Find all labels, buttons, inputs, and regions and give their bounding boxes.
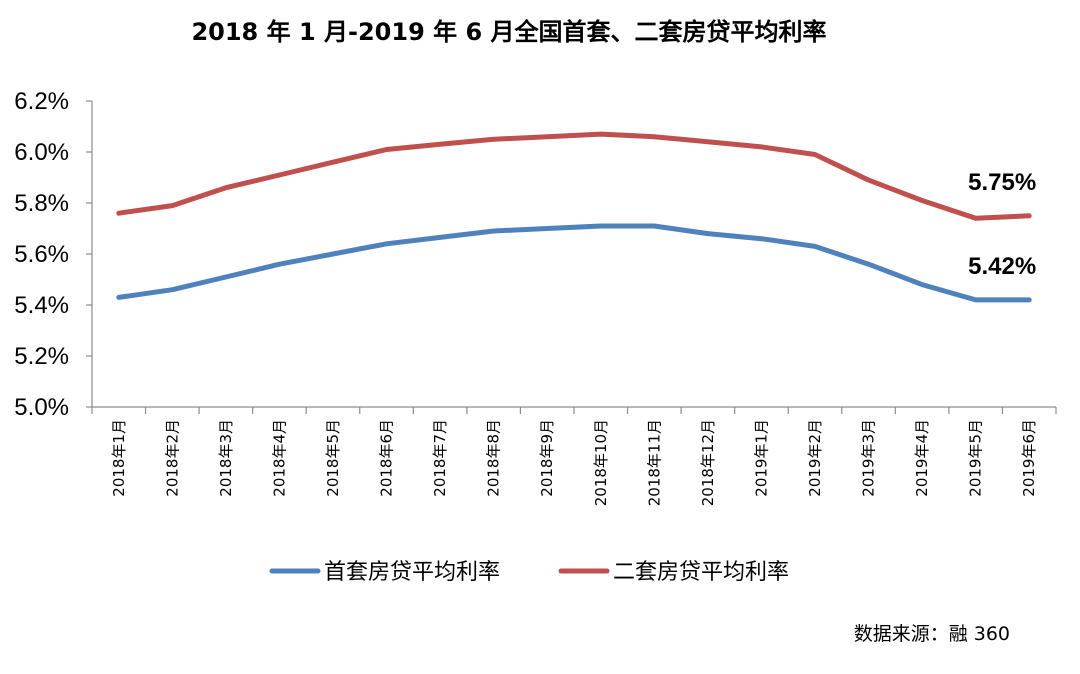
data-point <box>223 275 228 280</box>
x-tick-label: 2018年1月 <box>110 419 128 497</box>
y-tick-label: 5.8% <box>14 190 69 217</box>
y-tick-label: 5.4% <box>14 292 69 319</box>
data-point <box>1027 297 1032 302</box>
data-point <box>384 147 389 152</box>
data-point <box>491 137 496 142</box>
x-axis-ticks: 2018年1月 2018年2月 2018年3月 2018年4月 2018年5月 2018年… <box>91 407 1057 506</box>
x-tick-label: 2019年2月 <box>806 419 824 497</box>
y-axis-ticks: 5.0% 5.2% 5.4% 5.6% 5.8% 6.0% 6.2% <box>14 88 92 421</box>
data-label-end: 5.75% <box>968 169 1036 196</box>
x-tick-label: 2018年2月 <box>163 419 181 497</box>
series-line <box>116 131 1032 221</box>
series-1 <box>116 223 1032 303</box>
data-point <box>813 152 818 157</box>
series-line <box>116 223 1032 303</box>
data-point <box>705 139 710 144</box>
data-point <box>598 132 603 137</box>
data-point <box>438 142 443 147</box>
x-tick-label: 2018年10月 <box>592 419 610 506</box>
data-point <box>705 231 710 236</box>
y-tick-label: 6.2% <box>14 88 69 115</box>
data-point <box>223 185 228 190</box>
series-layer <box>116 131 1032 303</box>
data-point <box>973 216 978 221</box>
data-point <box>652 224 657 229</box>
legend-label: 首套房贷平均利率 <box>324 560 500 585</box>
legend-label: 二套房贷平均利率 <box>613 560 789 585</box>
data-point <box>384 241 389 246</box>
data-point <box>866 178 871 183</box>
x-tick-label: 2019年1月 <box>752 419 770 497</box>
legend-item-1: 首套房贷平均利率 <box>269 560 500 585</box>
x-tick-label: 2018年6月 <box>378 419 396 497</box>
data-point <box>277 173 282 178</box>
data-point <box>920 198 925 203</box>
data-point <box>331 252 336 257</box>
x-tick-label: 2018年7月 <box>431 419 449 497</box>
x-tick-label: 2018年12月 <box>699 419 717 506</box>
x-tick-label: 2019年5月 <box>967 419 985 497</box>
data-point <box>116 211 121 216</box>
data-point <box>170 287 175 292</box>
y-tick-label: 5.6% <box>14 241 69 268</box>
data-point <box>1027 213 1032 218</box>
data-point <box>973 297 978 302</box>
x-tick-label: 2019年6月 <box>1020 419 1038 497</box>
y-tick-label: 5.0% <box>14 394 69 421</box>
data-point <box>759 236 764 241</box>
chart-title: 2018 年 1 月-2019 年 6 月全国首套、二套房贷平均利率 <box>191 18 826 46</box>
data-point <box>438 235 443 240</box>
x-tick-label: 2019年3月 <box>860 419 878 497</box>
data-point <box>813 244 818 249</box>
data-point <box>545 134 550 139</box>
y-tick-label: 6.0% <box>14 139 69 166</box>
data-point <box>920 282 925 287</box>
x-tick-label: 2018年3月 <box>217 419 235 497</box>
data-label-end: 5.42% <box>968 253 1036 280</box>
data-point <box>331 160 336 165</box>
x-tick-label: 2018年4月 <box>270 419 288 497</box>
data-point <box>116 295 121 300</box>
x-tick-label: 2018年11月 <box>645 419 663 506</box>
x-tick-label: 2019年4月 <box>913 419 931 497</box>
legend-item-2: 二套房贷平均利率 <box>558 560 789 585</box>
end-labels: 5.42% 5.75% <box>968 169 1036 280</box>
data-point <box>170 203 175 208</box>
x-tick-label: 2018年5月 <box>324 419 342 497</box>
data-point <box>598 224 603 229</box>
legend: 首套房贷平均利率 二套房贷平均利率 <box>269 560 789 585</box>
axes <box>91 101 1056 408</box>
data-point <box>545 226 550 231</box>
data-point <box>759 144 764 149</box>
data-point <box>491 229 496 234</box>
data-point <box>866 262 871 267</box>
data-point <box>277 262 282 267</box>
series-2 <box>116 131 1032 221</box>
data-point <box>652 134 657 139</box>
y-tick-label: 5.2% <box>14 343 69 370</box>
source-note: 数据来源：融 360 <box>854 623 1010 645</box>
x-tick-label: 2018年8月 <box>485 419 503 497</box>
x-tick-label: 2018年9月 <box>538 419 556 497</box>
